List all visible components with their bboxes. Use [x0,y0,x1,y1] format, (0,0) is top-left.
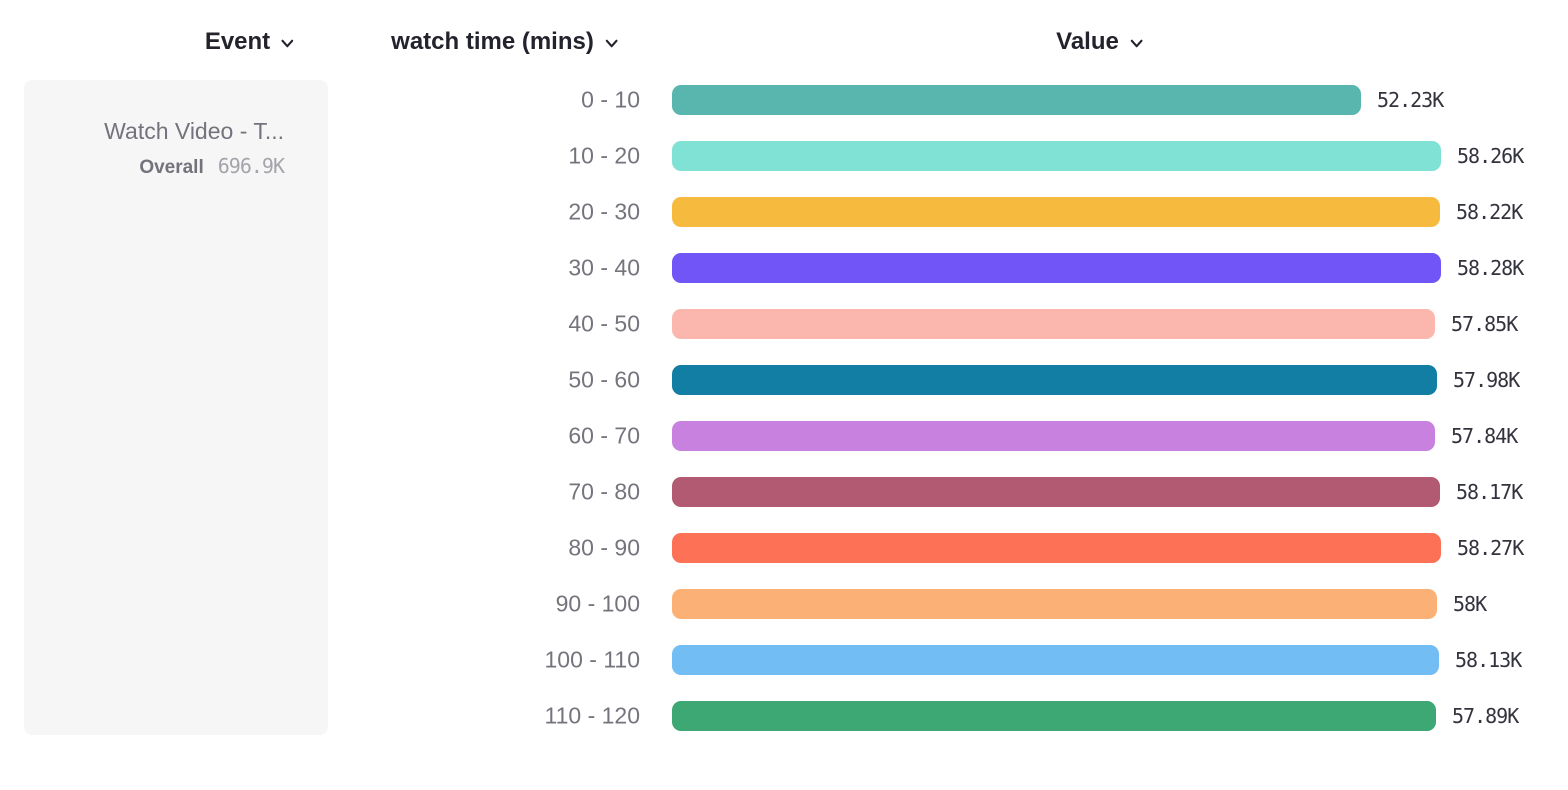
category-label: 40 - 50 [568,310,640,337]
bar-chart-row: 80 - 90 58.27K [0,520,1568,576]
value-bar[interactable] [672,85,1361,115]
chevron-down-icon [1129,36,1144,51]
category-label: 100 - 110 [544,646,640,673]
value-bar[interactable] [672,197,1440,227]
bar-chart-row: 90 - 100 58K [0,576,1568,632]
bar-chart-row: 110 - 120 57.89K [0,688,1568,744]
value-label: 58.27K [1457,536,1524,560]
bar-chart-row: 100 - 110 58.13K [0,632,1568,688]
event-column-label: Event [204,28,271,55]
value-bar[interactable] [672,589,1437,619]
category-label: 110 - 120 [544,702,640,729]
bar-chart-row: 20 - 30 58.22K [0,184,1568,240]
event-card-overall: Overall 696.9K [139,154,285,180]
value-bar[interactable] [672,365,1437,395]
value-bar[interactable] [672,421,1435,451]
value-label: 58.22K [1456,200,1523,224]
value-column-label: Value [1056,28,1119,55]
chevron-down-icon [280,36,295,51]
bar-chart-row: 40 - 50 57.85K [0,296,1568,352]
category-label: 70 - 80 [568,478,640,505]
category-label: 30 - 40 [568,254,640,281]
overall-value: 696.9K [217,154,285,178]
category-label: 0 - 10 [581,86,640,113]
value-label: 57.85K [1451,312,1518,336]
value-label: 58.13K [1455,648,1522,672]
bar-chart: 0 - 10 52.23K 10 - 20 58.26K 20 - 30 58.… [0,72,1568,744]
category-label: 60 - 70 [568,422,640,449]
value-column-dropdown[interactable]: Value [1056,27,1144,57]
category-label: 20 - 30 [568,198,640,225]
value-bar[interactable] [672,141,1441,171]
value-bar[interactable] [672,533,1441,563]
value-label: 58.17K [1456,480,1523,504]
value-label: 57.84K [1451,424,1518,448]
value-bar[interactable] [672,645,1439,675]
bar-chart-row: 70 - 80 58.17K [0,464,1568,520]
category-label: 80 - 90 [568,534,640,561]
chevron-down-icon [604,36,619,51]
breakdown-column-label: watch time (mins) [391,28,594,55]
bar-chart-row: 30 - 40 58.28K [0,240,1568,296]
breakdown-column-dropdown[interactable]: watch time (mins) [391,27,619,57]
value-label: 58.28K [1457,256,1524,280]
bar-chart-row: 10 - 20 58.26K [0,128,1568,184]
value-label: 52.23K [1377,88,1444,112]
event-card[interactable]: Watch Video - T... Overall 696.9K [24,80,328,735]
event-card-title: Watch Video - T... [104,118,284,144]
bar-chart-row: 50 - 60 57.98K [0,352,1568,408]
value-label: 57.89K [1452,704,1519,728]
value-label: 58.26K [1457,144,1524,168]
event-column-dropdown[interactable]: Event [205,27,295,57]
overall-label: Overall [139,157,204,178]
category-label: 10 - 20 [568,142,640,169]
bar-chart-row: 60 - 70 57.84K [0,408,1568,464]
category-label: 50 - 60 [568,366,640,393]
value-bar[interactable] [672,309,1435,339]
value-label: 57.98K [1453,368,1520,392]
value-label: 58K [1453,592,1487,616]
value-bar[interactable] [672,253,1441,283]
category-label: 90 - 100 [555,590,640,617]
value-bar[interactable] [672,477,1440,507]
value-bar[interactable] [672,701,1436,731]
bar-chart-row: 0 - 10 52.23K [0,72,1568,128]
